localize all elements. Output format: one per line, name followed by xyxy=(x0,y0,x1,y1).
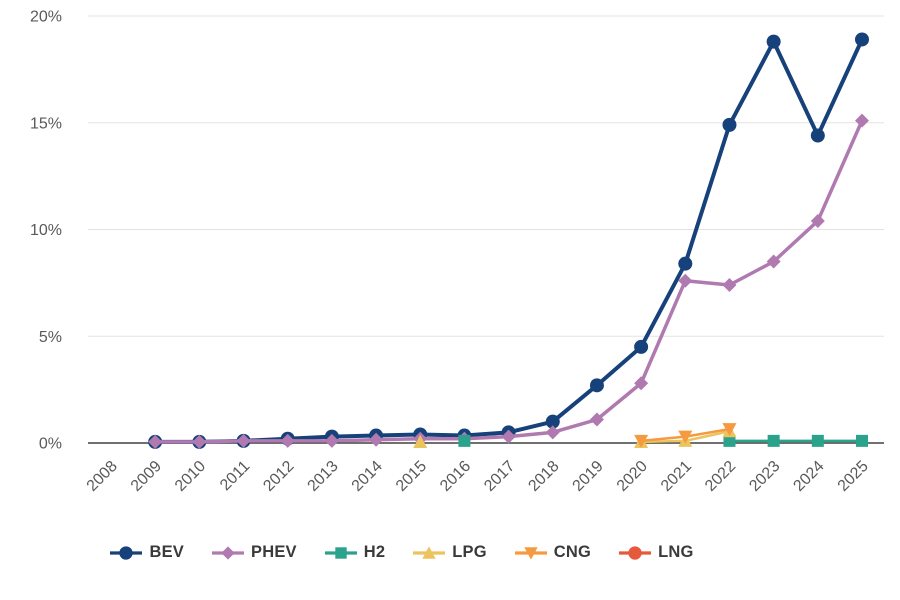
legend-item-lng: LNG xyxy=(619,543,693,562)
marker-h2 xyxy=(767,434,780,447)
x-tick-label: 2019 xyxy=(570,458,607,495)
legend-label-phev: PHEV xyxy=(251,543,297,561)
marker-phev xyxy=(634,376,649,391)
legend-glyph-h2 xyxy=(335,546,347,559)
y-tick-label: 0% xyxy=(39,436,62,453)
x-tick-label: 2013 xyxy=(305,458,342,495)
y-tick-label: 20% xyxy=(30,9,62,26)
marker-bev xyxy=(589,378,604,393)
legend-marker-h2-icon xyxy=(324,546,357,559)
x-tick-label: 2018 xyxy=(525,458,562,495)
x-tick-label: 2021 xyxy=(658,458,695,495)
legend-label-h2: H2 xyxy=(363,543,386,561)
marker-phev xyxy=(810,213,825,228)
legend-glyph-phev xyxy=(221,545,235,560)
legend-glyph-cng xyxy=(524,546,538,560)
line-phev xyxy=(153,118,864,444)
legend-label-cng: CNG xyxy=(553,543,592,561)
series-cng xyxy=(634,423,737,448)
marker-bev xyxy=(634,339,649,354)
legend-label-bev: BEV xyxy=(149,543,185,561)
y-tick-label: 5% xyxy=(39,329,62,346)
marker-phev xyxy=(369,432,384,447)
marker-lpg xyxy=(413,434,428,448)
x-tick-label: 2008 xyxy=(84,458,121,495)
legend-marker-lng-icon xyxy=(619,545,652,560)
legend-label-lpg: LPG xyxy=(452,543,487,561)
legend-glyph-bev xyxy=(119,545,134,560)
marker-bev xyxy=(810,128,825,143)
marker-h2 xyxy=(458,434,471,447)
x-tick-label: 2014 xyxy=(349,458,386,495)
marker-bev xyxy=(766,34,781,49)
x-tick-label: 2020 xyxy=(614,458,651,495)
x-tick-label: 2011 xyxy=(217,458,253,494)
legend-marker-bev-icon xyxy=(110,545,143,560)
marker-bev xyxy=(855,32,869,47)
x-tick-label: 2016 xyxy=(437,458,474,495)
marker-h2 xyxy=(811,434,824,447)
marker-phev xyxy=(148,434,163,449)
marker-phev xyxy=(324,433,339,448)
x-tick-label: 2022 xyxy=(702,458,739,495)
marker-cng xyxy=(634,434,649,448)
marker-phev xyxy=(501,429,516,444)
marker-phev xyxy=(855,113,869,128)
marker-phev xyxy=(589,412,604,427)
marker-phev xyxy=(192,434,207,449)
chart-legend: BEV PHEV H2 LPG CNG LNG xyxy=(0,543,852,562)
y-tick-label: 15% xyxy=(30,115,62,132)
series-bev xyxy=(148,32,869,449)
x-tick-label: 2009 xyxy=(128,458,165,495)
series-phev xyxy=(148,113,869,449)
marker-h2 xyxy=(723,434,736,447)
x-tick-label: 2010 xyxy=(172,458,209,495)
x-tick-label: 2012 xyxy=(260,458,297,495)
marker-cng xyxy=(678,430,693,444)
marker-phev xyxy=(722,278,737,293)
line-bev xyxy=(153,37,864,444)
x-tick-label: 2025 xyxy=(835,458,872,495)
x-tick-label: 2024 xyxy=(790,458,827,495)
legend-marker-phev-icon xyxy=(212,545,245,560)
legend-marker-cng-icon xyxy=(514,546,547,560)
marker-bev xyxy=(545,414,560,429)
marker-phev xyxy=(678,273,693,288)
marker-phev xyxy=(236,433,251,448)
legend-marker-lpg-icon xyxy=(413,545,446,559)
legend-item-bev: BEV xyxy=(110,543,184,562)
marker-cng xyxy=(722,423,737,437)
legend-glyph-lng xyxy=(628,545,642,560)
legend-item-lpg: LPG xyxy=(413,543,487,562)
marker-bev xyxy=(678,256,693,271)
marker-h2 xyxy=(856,434,868,447)
legend-glyph-lpg xyxy=(422,545,436,559)
legend-item-cng: CNG xyxy=(514,543,592,562)
x-tick-label: 2023 xyxy=(746,458,783,495)
marker-phev xyxy=(766,254,781,269)
x-tick-label: 2017 xyxy=(481,458,518,495)
marker-phev xyxy=(545,425,560,440)
legend-item-h2: H2 xyxy=(324,543,386,562)
legend-label-lng: LNG xyxy=(658,543,694,561)
y-tick-label: 10% xyxy=(30,222,62,239)
legend-item-phev: PHEV xyxy=(212,543,297,562)
series-h2 xyxy=(458,434,868,447)
marker-phev xyxy=(280,433,295,448)
x-tick-label: 2015 xyxy=(393,458,430,495)
marker-bev xyxy=(722,117,737,132)
